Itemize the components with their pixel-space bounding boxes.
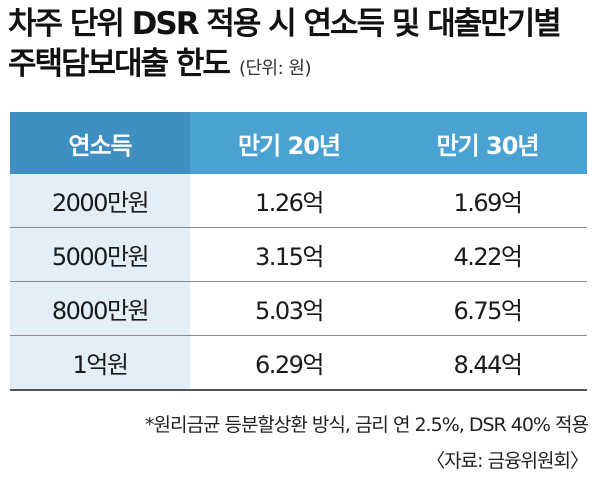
chart-title: 차주 단위 DSR 적용 시 연소득 및 대출만기별 주택담보대출 한도 (단위:… <box>8 4 598 89</box>
header-term-20: 만기 20년 <box>190 112 388 174</box>
table-row: 5000만원 3.15억 4.22억 <box>10 227 587 282</box>
cell-term-30: 8.44억 <box>388 335 587 391</box>
table-row: 8000만원 5.03억 6.75억 <box>10 281 587 336</box>
cell-term-20: 6.29억 <box>190 335 388 391</box>
title-line-1: 차주 단위 DSR 적용 시 연소득 및 대출만기별 <box>8 6 562 42</box>
header-income: 연소득 <box>10 112 190 174</box>
cell-term-30: 1.69억 <box>388 174 587 228</box>
loan-limit-table: 연소득 만기 20년 만기 30년 2000만원 1.26억 1.69억 500… <box>10 112 587 391</box>
cell-term-20: 5.03억 <box>190 281 388 336</box>
table-row: 2000만원 1.26억 1.69억 <box>10 174 587 228</box>
cell-term-20: 1.26억 <box>190 174 388 228</box>
row-label: 1억원 <box>10 335 190 391</box>
unit-label: (단위: 원) <box>238 58 312 79</box>
title-line-2-text: 주택담보대출 한도 <box>8 46 231 82</box>
header-term-30: 만기 30년 <box>388 112 587 174</box>
cell-term-20: 3.15억 <box>190 227 388 282</box>
row-label: 5000만원 <box>10 227 190 282</box>
header-row: 연소득 만기 20년 만기 30년 <box>10 112 587 174</box>
source-label: 〈자료: 금융위원회〉 <box>426 450 589 472</box>
title-line-2: 주택담보대출 한도 (단위: 원) <box>8 44 598 89</box>
cell-term-30: 4.22억 <box>388 227 587 282</box>
cell-term-30: 6.75억 <box>388 281 587 336</box>
row-label: 8000만원 <box>10 281 190 336</box>
table-row: 1억원 6.29억 8.44억 <box>10 335 587 391</box>
footnote: *원리금균 등분할상환 방식, 금리 연 2.5%, DSR 40% 적용 <box>145 414 589 436</box>
row-label: 2000만원 <box>10 174 190 228</box>
